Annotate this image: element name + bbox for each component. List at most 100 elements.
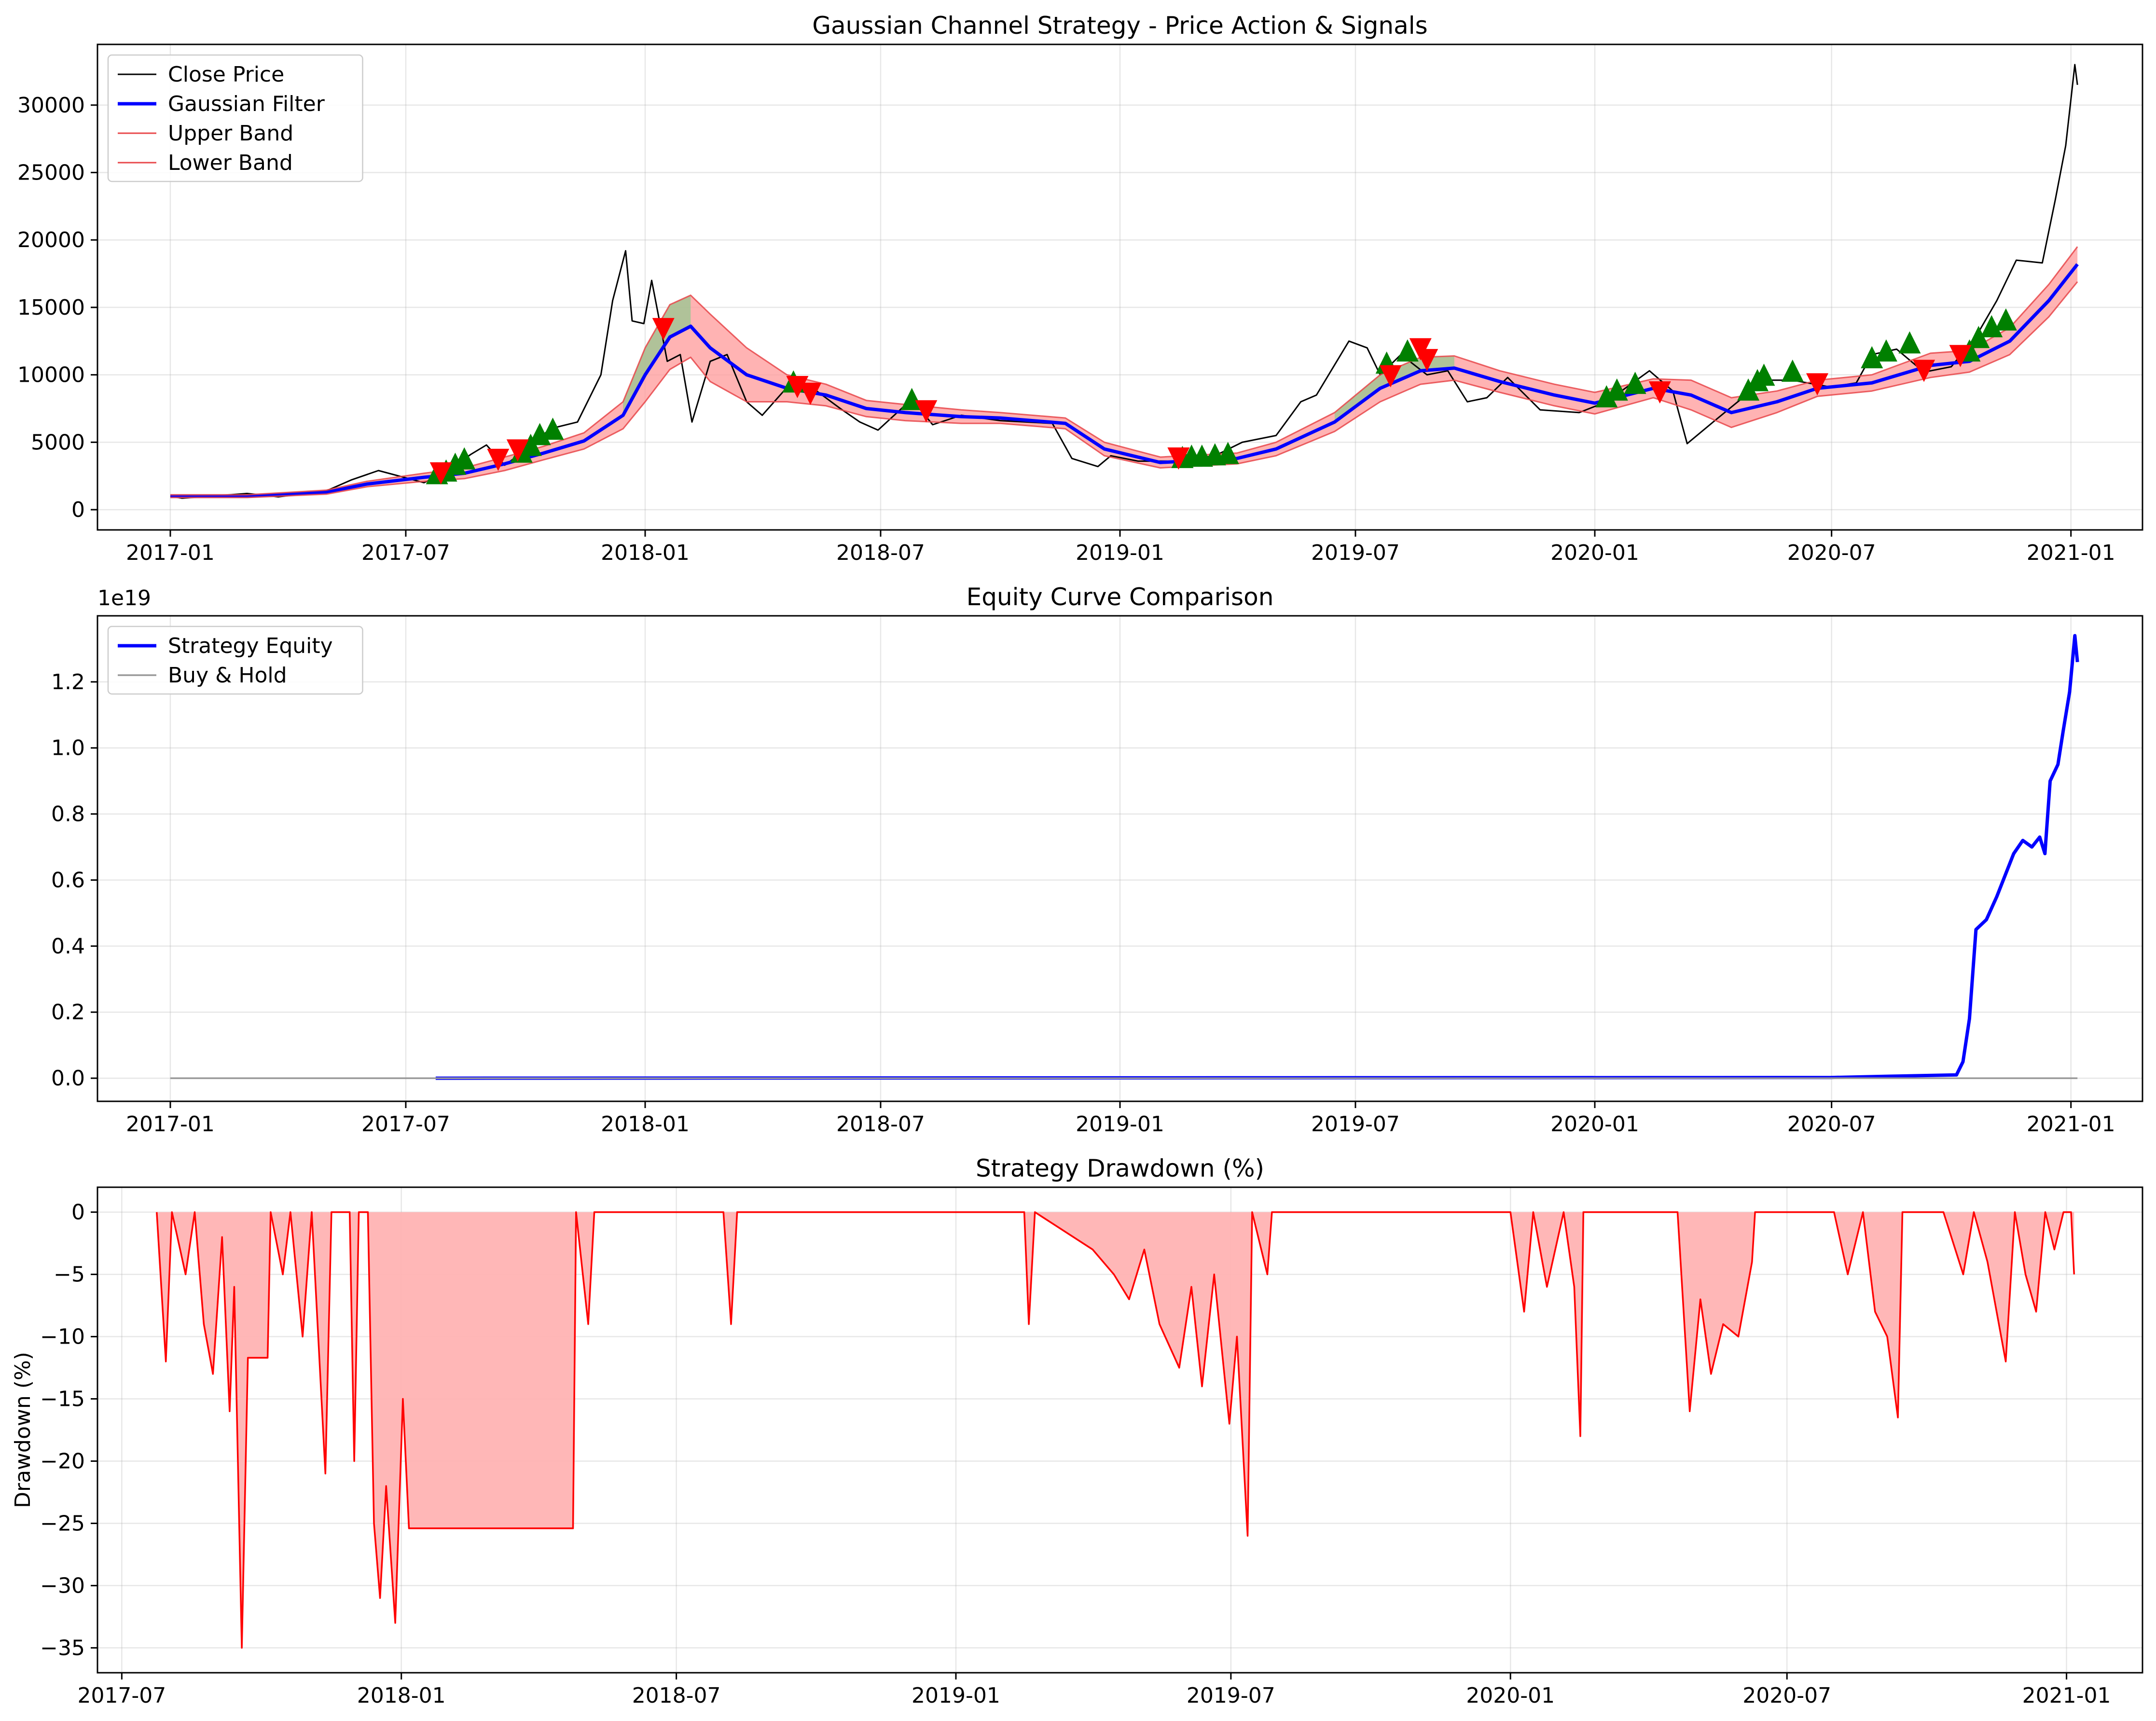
y-tick-label: 15000 xyxy=(17,295,85,320)
x-tick-label: 2020-01 xyxy=(1550,541,1639,565)
legend-label: Lower Band xyxy=(168,151,293,175)
sell-signal-marker xyxy=(1648,381,1671,404)
legend-label: Buy & Hold xyxy=(168,663,287,688)
legend-label: Gaussian Filter xyxy=(168,92,325,116)
y-tick-label: 25000 xyxy=(17,160,85,185)
panel-1: 2017-01 2017-07 2018-01 2018-07 2019-01 2019-… xyxy=(51,583,2143,1137)
panel-title: Equity Curve Comparison xyxy=(967,583,1274,611)
x-tick-label: 2017-01 xyxy=(126,1112,215,1137)
buy-signal-marker xyxy=(1781,360,1804,382)
x-tick-label: 2020-01 xyxy=(1550,1112,1639,1137)
legend-box xyxy=(107,625,363,695)
y-offset-label: 1e19 xyxy=(97,586,151,611)
x-tick-label: 2020-01 xyxy=(1466,1683,1555,1708)
x-tick-label: 2018-07 xyxy=(836,541,925,565)
y-tick-label: 30000 xyxy=(17,93,85,118)
buy-signal-marker xyxy=(1994,308,2017,331)
y-tick-label: 0 xyxy=(71,498,85,522)
y-tick-label: 1.0 xyxy=(51,736,85,761)
y-tick-label: 0.4 xyxy=(51,934,85,958)
y-tick-label: 1.2 xyxy=(51,670,85,694)
buy-signal-marker xyxy=(1396,339,1419,362)
x-tick-label: 2019-01 xyxy=(1076,541,1164,565)
legend-label: Upper Band xyxy=(168,121,293,146)
series-line-3 xyxy=(170,281,2078,499)
buy-signal-marker xyxy=(1875,339,1897,362)
y-tick-label: 10000 xyxy=(17,363,85,388)
plot-area xyxy=(170,64,2079,499)
panel-title: Gaussian Channel Strategy - Price Action… xyxy=(812,12,1427,40)
x-tick-label: 2018-07 xyxy=(632,1683,721,1708)
buy-signal-marker xyxy=(1753,363,1775,386)
x-tick-label: 2021-01 xyxy=(2027,1112,2115,1137)
sell-signal-marker xyxy=(652,318,675,340)
x-tick-label: 2021-01 xyxy=(2027,541,2115,565)
y-tick-label: 0.2 xyxy=(51,1000,85,1025)
drawdown-fill xyxy=(156,1212,2074,1648)
panel-2: 2017-07 2018-01 2018-07 2019-01 2019-07 2020-… xyxy=(11,1154,2143,1708)
y-tick-label: −10 xyxy=(40,1325,85,1349)
sell-signal-marker xyxy=(1949,345,1972,367)
series-line-2 xyxy=(170,246,2078,496)
sell-signal-marker xyxy=(487,448,510,471)
x-tick-label: 2020-07 xyxy=(1742,1683,1831,1708)
x-tick-label: 2019-01 xyxy=(912,1683,1000,1708)
x-tick-label: 2017-07 xyxy=(361,541,450,565)
x-tick-label: 2020-07 xyxy=(1787,541,1876,565)
x-tick-label: 2017-07 xyxy=(77,1683,166,1708)
y-tick-label: 0.0 xyxy=(51,1066,85,1091)
buy-signal-marker xyxy=(1898,331,1921,354)
buy-signal-marker xyxy=(1980,315,2003,337)
x-tick-label: 2019-07 xyxy=(1311,1112,1400,1137)
sell-signal-marker xyxy=(506,439,529,462)
x-tick-label: 2019-07 xyxy=(1187,1683,1275,1708)
legend-label: Close Price xyxy=(168,62,284,87)
legend-label: Strategy Equity xyxy=(168,634,333,658)
y-tick-label: −30 xyxy=(40,1573,85,1598)
sell-signal-marker xyxy=(1806,373,1829,396)
legend-box xyxy=(107,54,363,182)
y-tick-label: −25 xyxy=(40,1511,85,1536)
plot-area xyxy=(170,634,2079,1080)
x-tick-label: 2019-01 xyxy=(1076,1112,1164,1137)
y-tick-label: −5 xyxy=(54,1263,85,1287)
sell-signal-marker xyxy=(1379,365,1402,388)
sell-signal-marker xyxy=(429,462,452,485)
y-tick-label: 0.8 xyxy=(51,802,85,827)
sell-signal-marker xyxy=(1416,349,1438,372)
buy-signal-marker xyxy=(1605,378,1628,401)
x-tick-label: 2021-01 xyxy=(2022,1683,2111,1708)
x-tick-label: 2019-07 xyxy=(1311,541,1400,565)
series-line-0 xyxy=(435,634,2079,1080)
sell-signal-marker xyxy=(1913,360,1935,382)
buy-signal-marker xyxy=(1595,385,1618,408)
sell-signal-marker xyxy=(1167,447,1190,470)
y-tick-label: −35 xyxy=(40,1636,85,1660)
sell-signal-marker xyxy=(786,375,809,398)
y-tick-label: −20 xyxy=(40,1449,85,1473)
buy-signal-marker xyxy=(1967,326,1990,348)
y-axis-label: Drawdown (%) xyxy=(11,1352,35,1508)
axes-frame xyxy=(97,1186,2143,1674)
series-line-0 xyxy=(156,1211,2075,1649)
x-tick-label: 2020-07 xyxy=(1787,1112,1876,1137)
y-tick-label: −15 xyxy=(40,1387,85,1412)
buy-signal-marker xyxy=(1216,442,1239,464)
sell-signal-marker xyxy=(799,382,822,405)
y-tick-label: 0 xyxy=(71,1200,85,1225)
x-tick-label: 2018-01 xyxy=(357,1683,446,1708)
x-tick-label: 2017-07 xyxy=(361,1112,450,1137)
x-tick-label: 2018-01 xyxy=(601,1112,690,1137)
buy-signal-marker xyxy=(541,417,564,440)
y-tick-label: 0.6 xyxy=(51,868,85,892)
buy-signal-marker xyxy=(1861,346,1883,369)
buy-signal-marker xyxy=(453,447,476,470)
panel-0: 2017-01 2017-07 2018-01 2018-07 2019-01 2019-… xyxy=(17,12,2143,565)
x-tick-label: 2017-01 xyxy=(126,541,215,565)
y-tick-label: 20000 xyxy=(17,228,85,252)
y-tick-label: 5000 xyxy=(31,430,85,455)
buy-signal-marker xyxy=(1624,372,1646,394)
x-tick-label: 2018-07 xyxy=(836,1112,925,1137)
